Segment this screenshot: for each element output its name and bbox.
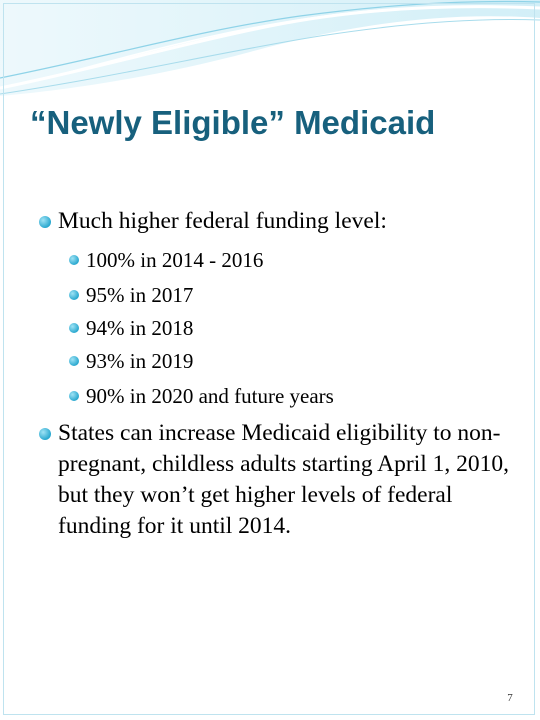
page-number: 7 — [507, 692, 513, 704]
sub-bullet-text: 95% in 2017 — [86, 283, 194, 307]
sub-bullet-text: 90% in 2020 and future years — [86, 384, 334, 408]
slide-title: “Newly Eligible” Medicaid — [30, 104, 436, 141]
header-decoration — [0, 0, 540, 96]
slide-frame — [3, 3, 535, 715]
sub-bullet: 90% in 2020 and future years — [69, 382, 334, 410]
bullet-text: Much higher federal funding level: — [58, 208, 387, 234]
bullet-dot — [39, 216, 51, 228]
sub-bullet: 95% in 2017 — [69, 281, 194, 309]
bullet-dot — [69, 323, 79, 333]
bullet-dot — [69, 391, 79, 401]
bullet-dot — [69, 255, 79, 265]
bullet: States can increase Medicaid eligibility… — [39, 418, 513, 542]
bullet: Much higher federal funding level: — [39, 206, 513, 237]
bullet-text: States can increase Medicaid eligibility… — [58, 420, 510, 539]
sub-bullet-text: 93% in 2019 — [86, 349, 194, 373]
bullet-dot — [39, 428, 51, 440]
sub-bullet: 94% in 2018 — [69, 314, 194, 342]
sub-bullet-text: 100% in 2014 - 2016 — [86, 248, 264, 272]
sub-bullet: 100% in 2014 - 2016 — [69, 246, 264, 274]
sub-bullet: 93% in 2019 — [69, 347, 194, 375]
bullet-dot — [69, 290, 79, 300]
bullet-dot — [69, 356, 79, 366]
sub-bullet-text: 94% in 2018 — [86, 316, 194, 340]
